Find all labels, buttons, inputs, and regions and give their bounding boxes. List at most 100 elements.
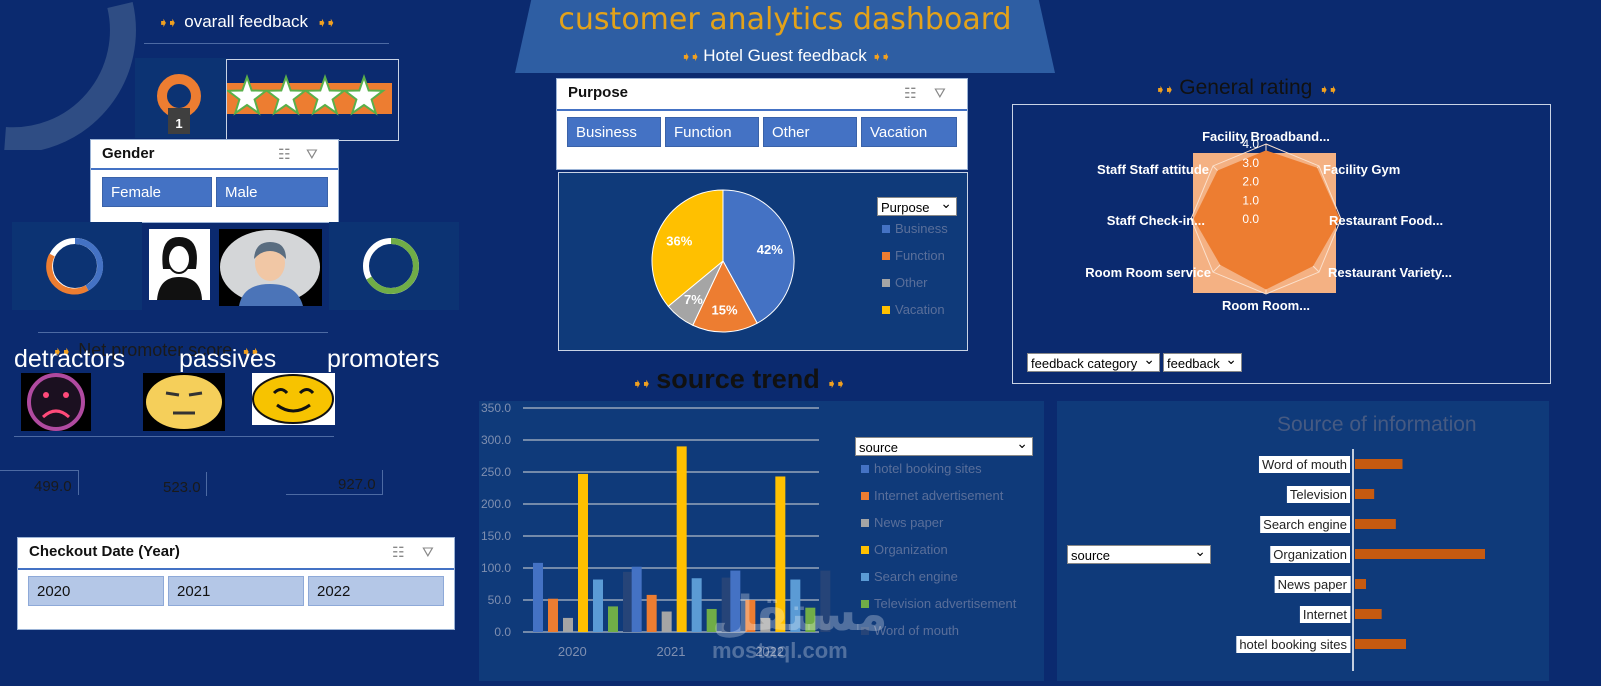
hbar-label-box	[1258, 456, 1350, 473]
radar-category-label: Facility Gym	[1323, 162, 1400, 177]
hbar-label-box	[1274, 576, 1351, 593]
pie-legend-item: Business	[882, 215, 948, 242]
male-avatar	[219, 229, 322, 306]
radar-tick-label: 0.0	[1242, 212, 1259, 226]
hbar-category-label: Organization	[1273, 547, 1347, 562]
hbar-label-box	[1299, 606, 1351, 623]
pie-data-label: 42%	[757, 242, 783, 257]
star-icon	[342, 73, 386, 116]
bar-y-tick-label: 300.0	[481, 433, 511, 447]
clear-filter-icon[interactable]: ⛛	[306, 146, 318, 162]
header-banner: customer analytics dashboard ➧➧ Hotel Gu…	[515, 0, 1055, 73]
rank-medal: 1	[135, 58, 226, 138]
bar	[820, 570, 831, 632]
hbar-label-box	[1236, 636, 1351, 653]
clear-filter-icon[interactable]: ⛛	[934, 85, 946, 101]
multi-select-icon[interactable]: ☷	[904, 85, 917, 101]
detractors-label: detractors	[14, 345, 126, 373]
bar-y-tick-label: 250.0	[481, 465, 511, 479]
purpose-option-other[interactable]: Other	[763, 117, 857, 147]
pie-data-label: 36%	[666, 233, 692, 248]
radar-category-label: Room Room service	[1085, 265, 1211, 280]
dashboard-subtitle: ➧➧ Hotel Guest feedback ➧➧	[680, 46, 892, 65]
pie-data-label: 15%	[712, 302, 738, 317]
purpose-option-function[interactable]: Function	[665, 117, 759, 147]
general-rating-radar-chart: 0.0 1.0 2.0 3.0 4.0 Facility Broadband... Faci…	[1012, 104, 1551, 384]
hbar-category-label: Internet	[1303, 607, 1347, 622]
bar	[533, 562, 543, 632]
passives-value: 523.0	[163, 479, 201, 496]
gender-option-female[interactable]: Female	[102, 177, 212, 207]
hbar	[1355, 639, 1406, 649]
radar-category-label: Staff Check-in...	[1107, 213, 1205, 228]
bar-legend-item: hotel booking sites	[861, 455, 1016, 482]
bar-y-tick-label: 200.0	[481, 497, 511, 511]
divider	[38, 332, 328, 333]
bar-legend-item: Search engine	[861, 563, 1016, 590]
bar-y-tick-label: 50.0	[488, 593, 512, 607]
clear-filter-icon[interactable]: ⛛	[422, 544, 434, 560]
radar-category-label: Staff Staff attitude	[1097, 162, 1209, 177]
multi-select-icon[interactable]: ☷	[392, 544, 405, 560]
bar	[790, 579, 801, 632]
multi-select-icon[interactable]: ☷	[278, 146, 291, 162]
pie-legend: Business Function Other Vacation	[882, 215, 948, 323]
bar-y-tick-label: 150.0	[481, 529, 511, 543]
female-avatar	[149, 229, 210, 300]
bar-legend-item: Television advertisement	[861, 590, 1016, 617]
feedback-dropdown[interactable]: feedback	[1163, 350, 1242, 372]
gender-option-male[interactable]: Male	[216, 177, 328, 207]
value-box	[0, 470, 79, 495]
bar-y-tick-label: 100.0	[481, 561, 511, 575]
radar-tick-label: 3.0	[1242, 156, 1259, 170]
promoters-value: 927.0	[338, 476, 376, 493]
hbar	[1355, 459, 1403, 469]
bar	[631, 566, 642, 632]
bar	[706, 608, 717, 632]
bar	[676, 446, 687, 632]
source-of-information-chart: Source of information source Word of mou…	[1057, 401, 1549, 681]
radar-category-label: Room Room...	[1222, 298, 1310, 313]
divider	[206, 472, 207, 496]
divider	[144, 43, 389, 44]
hbar-category-label: News paper	[1278, 577, 1348, 592]
year-option-2020[interactable]: 2020	[28, 576, 164, 606]
purpose-option-business[interactable]: Business	[567, 117, 661, 147]
purpose-option-vacation[interactable]: Vacation	[861, 117, 957, 147]
radar-category-label: Restaurant Food...	[1329, 213, 1443, 228]
nps-title: ➧➧ Net promoter score ➧➧	[52, 340, 261, 360]
bar-y-tick-label: 350.0	[481, 401, 511, 415]
source-info-dropdown[interactable]: source	[1067, 542, 1211, 564]
purpose-slicer: Purpose ☷ ⛛ Business Function Other Vaca…	[556, 78, 968, 170]
neutral-face-icon	[143, 373, 225, 431]
passives-label: passives	[179, 345, 277, 373]
feedback-category-dropdown[interactable]: feedback category	[1027, 350, 1160, 372]
pie-legend-item: Function	[882, 242, 948, 269]
svg-text:1: 1	[175, 116, 182, 131]
hbar	[1355, 609, 1382, 619]
bar	[646, 594, 657, 632]
hbar-category-label: Search engine	[1263, 517, 1347, 532]
purpose-pie-chart: 42% 15% 7% 36% Purpose BusinessFunctionOthe…	[558, 172, 968, 351]
bar	[730, 570, 741, 632]
bar	[721, 577, 732, 632]
bar-legend: hotel booking sites Internet advertisemen…	[861, 455, 1016, 644]
pie-slice	[722, 189, 795, 324]
bar-y-tick-label: 0.0	[494, 625, 511, 639]
female-ratio-ring	[12, 222, 142, 310]
pie-legend-item: Other	[882, 269, 948, 296]
purpose-filter-dropdown[interactable]: Purpose	[877, 194, 957, 216]
year-option-2022[interactable]: 2022	[308, 576, 444, 606]
year-option-2021[interactable]: 2021	[168, 576, 304, 606]
pie-data-label: 7%	[684, 292, 703, 307]
bar	[691, 578, 702, 632]
bar	[805, 607, 816, 632]
radar-category-label: Facility Broadband...	[1202, 129, 1330, 144]
general-rating-title: ➧➧ General rating ➧➧	[1155, 76, 1339, 99]
source-info-title: Source of information	[1277, 413, 1477, 436]
hbar-category-label: Television	[1290, 487, 1347, 502]
dashboard-title: customer analytics dashboard	[558, 2, 1012, 37]
divider	[14, 436, 334, 437]
source-trend-dropdown[interactable]: source	[855, 434, 1033, 456]
hbar-label-box	[1270, 546, 1350, 563]
